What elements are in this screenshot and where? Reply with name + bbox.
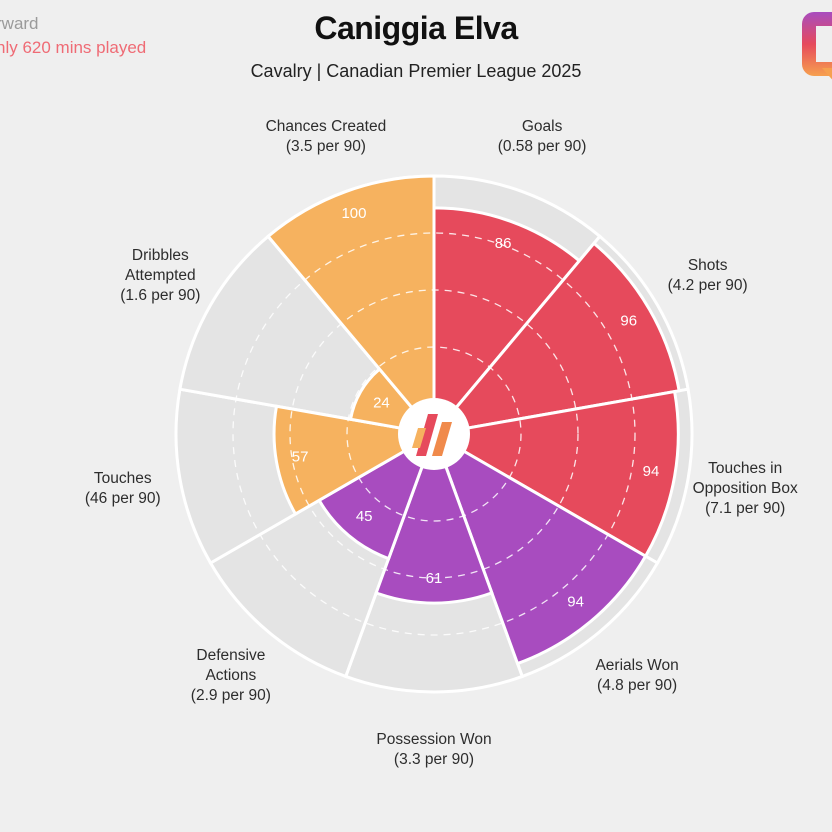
grid-ring-3: [232, 232, 636, 636]
center-logo-circle: [398, 398, 470, 470]
category-name: Touches: [94, 470, 152, 487]
team-league-subtitle: Cavalry | Canadian Premier League 2025: [250, 61, 582, 81]
category-name: Attempted: [125, 267, 196, 284]
grid-ring-1: [346, 346, 522, 522]
category-label-aerials-won: Aerials Won (4.8 per 90): [595, 657, 678, 694]
category-name: Shots: [688, 257, 728, 274]
value-label-goals: 86: [495, 235, 512, 252]
position-label: rward: [0, 14, 39, 33]
per90-value: (0.58 per 90): [498, 138, 587, 155]
category-name: Opposition Box: [693, 480, 798, 497]
category-label-shots: Shots (4.2 per 90): [668, 257, 748, 294]
center-logo-icon: [412, 414, 452, 456]
category-label-defensive-actions: Defensive Actions (2.9 per 90): [191, 647, 271, 704]
category-label-possession-won: Possession Won (3.3 per 90): [376, 731, 491, 768]
per90-value: (4.8 per 90): [597, 677, 677, 694]
category-label-dribbles-attempted: Dribbles Attempted (1.6 per 90): [120, 247, 200, 304]
category-name: Aerials Won: [595, 657, 678, 674]
category-label-touches: Touches (46 per 90): [85, 470, 161, 507]
per90-value: (4.2 per 90): [668, 277, 748, 294]
value-label-chances-created: 100: [341, 205, 366, 222]
per90-value: (7.1 per 90): [705, 500, 785, 517]
per90-value: (3.3 per 90): [394, 751, 474, 768]
minutes-note: nly 620 mins played: [0, 38, 147, 57]
category-label-goals: Goals (0.58 per 90): [498, 118, 587, 155]
category-name: Actions: [205, 667, 256, 684]
player-name-title: Caniggia Elva: [314, 10, 518, 46]
grid-ring-2: [289, 289, 579, 579]
category-name: Chances Created: [266, 118, 387, 135]
value-label-shots: 96: [620, 313, 637, 330]
value-label-aerials-won: 94: [567, 594, 584, 611]
center-logo-stripe-3: [412, 428, 426, 448]
category-name: Possession Won: [376, 731, 491, 748]
category-name: Dribbles: [132, 247, 189, 264]
header-info: rward nly 620 mins played: [0, 12, 146, 60]
footer-text-fragment: [0, 826, 832, 832]
value-label-dribbles-attempted: 24: [373, 395, 390, 412]
brand-logo-icon: [800, 8, 832, 88]
value-label-touches: 57: [292, 449, 309, 466]
center-logo-stripe-2: [432, 422, 452, 456]
value-label-defensive-actions: 45: [356, 508, 373, 525]
category-name: Defensive: [196, 647, 265, 664]
per90-value: (2.9 per 90): [191, 687, 271, 704]
per90-value: (1.6 per 90): [120, 287, 200, 304]
value-label-possession-won: 61: [426, 570, 443, 587]
per90-value: (46 per 90): [85, 490, 161, 507]
category-name: Goals: [522, 118, 563, 135]
category-label-chances-created: Chances Created (3.5 per 90): [266, 118, 387, 155]
category-name: Touches in: [708, 460, 782, 477]
category-label-touches-in-opposition-box: Touches in Opposition Box (7.1 per 90): [693, 460, 798, 517]
center-logo-stripe-1: [416, 414, 438, 456]
value-label-touches-in-opposition-box: 94: [643, 463, 660, 480]
per90-value: (3.5 per 90): [286, 138, 366, 155]
